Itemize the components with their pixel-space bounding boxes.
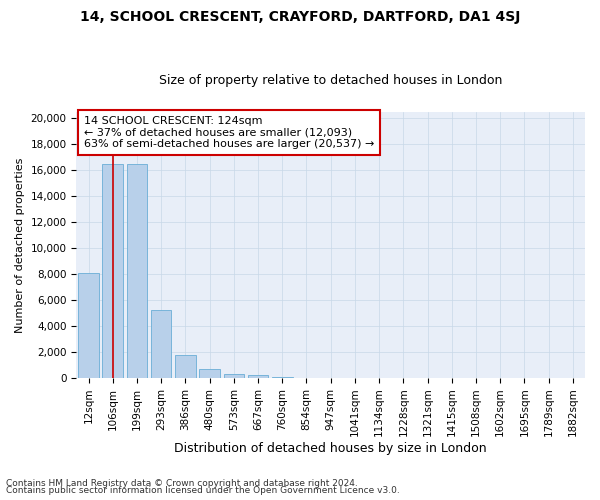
Bar — [151, 310, 172, 378]
Bar — [175, 355, 196, 378]
Bar — [127, 164, 147, 378]
Bar — [78, 274, 99, 378]
Text: Contains HM Land Registry data © Crown copyright and database right 2024.: Contains HM Land Registry data © Crown c… — [6, 478, 358, 488]
Text: Contains public sector information licensed under the Open Government Licence v3: Contains public sector information licen… — [6, 486, 400, 495]
Title: Size of property relative to detached houses in London: Size of property relative to detached ho… — [159, 74, 502, 87]
Text: 14 SCHOOL CRESCENT: 124sqm
← 37% of detached houses are smaller (12,093)
63% of : 14 SCHOOL CRESCENT: 124sqm ← 37% of deta… — [84, 116, 374, 149]
Bar — [272, 376, 293, 378]
Y-axis label: Number of detached properties: Number of detached properties — [15, 157, 25, 332]
Bar — [248, 375, 268, 378]
X-axis label: Distribution of detached houses by size in London: Distribution of detached houses by size … — [175, 442, 487, 455]
Bar — [103, 164, 123, 378]
Bar — [199, 369, 220, 378]
Text: 14, SCHOOL CRESCENT, CRAYFORD, DARTFORD, DA1 4SJ: 14, SCHOOL CRESCENT, CRAYFORD, DARTFORD,… — [80, 10, 520, 24]
Bar — [224, 374, 244, 378]
